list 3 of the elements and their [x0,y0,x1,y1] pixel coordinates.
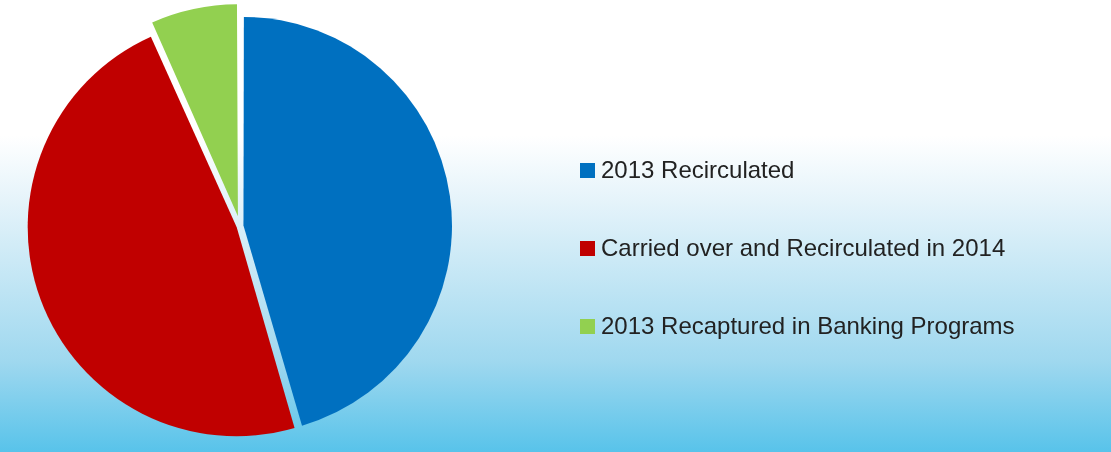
legend-label: 2013 Recaptured in Banking Programs [601,312,1015,340]
legend-label: Carried over and Recirculated in 2014 [601,234,1006,262]
legend-label: 2013 Recirculated [601,156,795,184]
